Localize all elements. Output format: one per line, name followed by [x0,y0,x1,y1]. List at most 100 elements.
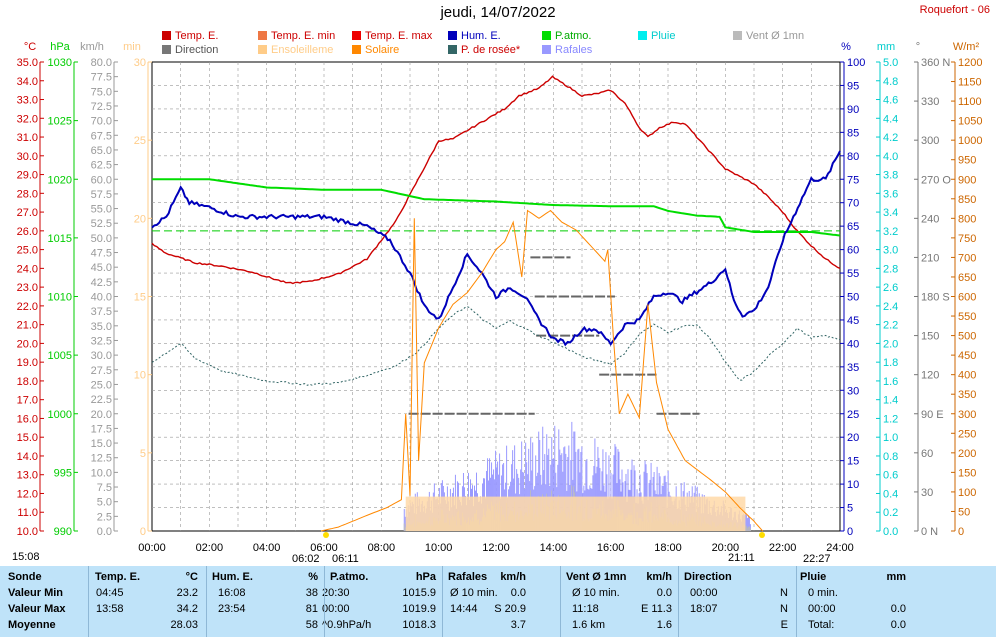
legend-swatch [542,31,551,40]
table-cell: 0.0 [656,587,672,599]
table-cell: 3.7 [510,619,526,631]
legend-label: Vent Ø 1mn [746,30,805,42]
wind-tick-label: 17.5 [91,423,112,435]
direction-tick-label: 90 E [921,409,944,421]
pressure-tick-label: 1010 [48,292,72,304]
temp-tick-label: 27.0 [17,207,38,219]
temp-tick-label: 33.0 [17,95,38,107]
table-cell: 1019.9 [402,603,436,615]
direction-tick-label: 120 [921,370,939,382]
minutes-tick-label: 30 [134,57,146,69]
minutes-unit: min [123,41,141,53]
legend-swatch [162,31,171,40]
temp-tick-label: 23.0 [17,282,38,294]
table-header: Vent Ø 1mn [566,571,627,583]
series-p-de-ros-e [151,306,841,386]
table-cell: E [780,619,788,631]
wind-tick-label: 80.0 [91,57,112,69]
rain-tick-label: 4.2 [883,132,898,144]
direction-tick-label: 210 [921,252,939,264]
table-cell: 0.0 [510,587,526,599]
humidity-tick-label: 15 [847,456,859,468]
legend-label: Pluie [651,30,676,42]
table-row-label: Valeur Min [8,587,64,599]
pressure-tick-label: 990 [54,526,72,538]
x-tick-label: 16:00 [597,542,625,554]
legend-item: P. de rosée* [448,44,520,56]
rain-tick-label: 3.6 [883,188,898,200]
table-cell: 38 [305,587,318,599]
rain-tick-label: 3.0 [883,245,898,257]
table-divider [442,566,443,637]
wind-tick-label: 37.5 [91,306,112,318]
humidity-tick-label: 50 [847,292,859,304]
temp-tick-label: 10.0 [17,526,38,538]
table-cell: 00:00 [808,603,836,615]
sunrise-marker [323,532,329,538]
table-divider [796,566,797,637]
wind-tick-label: 2.5 [97,511,112,523]
humidity-tick-label: 30 [847,385,859,397]
wind-tick-label: 40.0 [91,292,112,304]
direction-tick-label: 330 [921,96,939,108]
x-tick-label: 22:00 [769,542,797,554]
solar-tick-label: 800 [958,213,976,225]
rain-tick-label: 2.6 [883,282,898,294]
sunrise-time: 06:02 [292,553,320,565]
moonrise-time: 15:08 [12,551,40,563]
legend-item: Ensoleilleme [258,44,333,56]
rain-tick-label: 0.0 [883,526,898,538]
legend-item: Temp. E. [162,30,218,42]
x-tick-label: 08:00 [368,542,396,554]
direction-tick-label: 0 N [921,526,938,538]
humidity-tick-label: 75 [847,174,859,186]
wind-tick-label: 70.0 [91,116,112,128]
table-header: % [308,571,318,583]
legend-swatch [258,31,267,40]
rain-unit: mm [877,41,895,53]
temp-tick-label: 26.0 [17,226,38,238]
table-header: Direction [684,571,732,583]
table-header: km/h [500,571,526,583]
humidity-tick-label: 65 [847,221,859,233]
sunset-time: 21:11 [728,552,755,564]
legend-label: Direction [175,44,219,56]
legend-swatch [352,45,361,54]
solar-tick-label: 1050 [958,116,982,128]
humidity-tick-label: 55 [847,268,859,280]
table-cell: ^0.9hPa/h [322,619,372,631]
x-tick-label: 20:00 [712,542,740,554]
minutes-tick-label: 5 [140,448,146,460]
humidity-tick-label: 100 [847,57,865,69]
table-cell: 04:45 [96,587,124,599]
solar-tick-label: 400 [958,370,976,382]
table-cell: 1018.3 [402,619,436,631]
x-tick-label: 12:00 [482,542,510,554]
temp-tick-label: 28.0 [17,188,38,200]
wind-tick-label: 47.5 [91,248,112,260]
solar-tick-label: 1200 [958,57,982,69]
solar-tick-label: 450 [958,350,976,362]
temp-tick-label: 22.0 [17,301,38,313]
rain-tick-label: 0.4 [883,488,898,500]
table-cell: 23.2 [176,587,198,599]
pressure-tick-label: 1000 [48,409,72,421]
wind-tick-label: 60.0 [91,174,112,186]
x-tick-label: 18:00 [654,542,682,554]
solar-tick-label: 150 [958,467,976,479]
table-header: Hum. E. [212,571,253,583]
legend-label: Temp. E. max [365,30,433,42]
temp-tick-label: 25.0 [17,245,38,257]
table-cell: 1.6 km [572,619,606,631]
table-cell: 11:18 [572,603,599,615]
humidity-tick-label: 90 [847,104,859,116]
legend-swatch [258,45,267,54]
legend-label: Temp. E. min [271,30,336,42]
rain-tick-label: 1.8 [883,357,898,369]
legend-item: Hum. E. [448,30,501,42]
table-header: Pluie [800,571,827,583]
legend-item: Solaire [352,44,399,56]
humidity-tick-label: 0 [847,526,853,538]
pressure-tick-label: 1005 [48,350,72,362]
series-temp-e [151,75,841,285]
